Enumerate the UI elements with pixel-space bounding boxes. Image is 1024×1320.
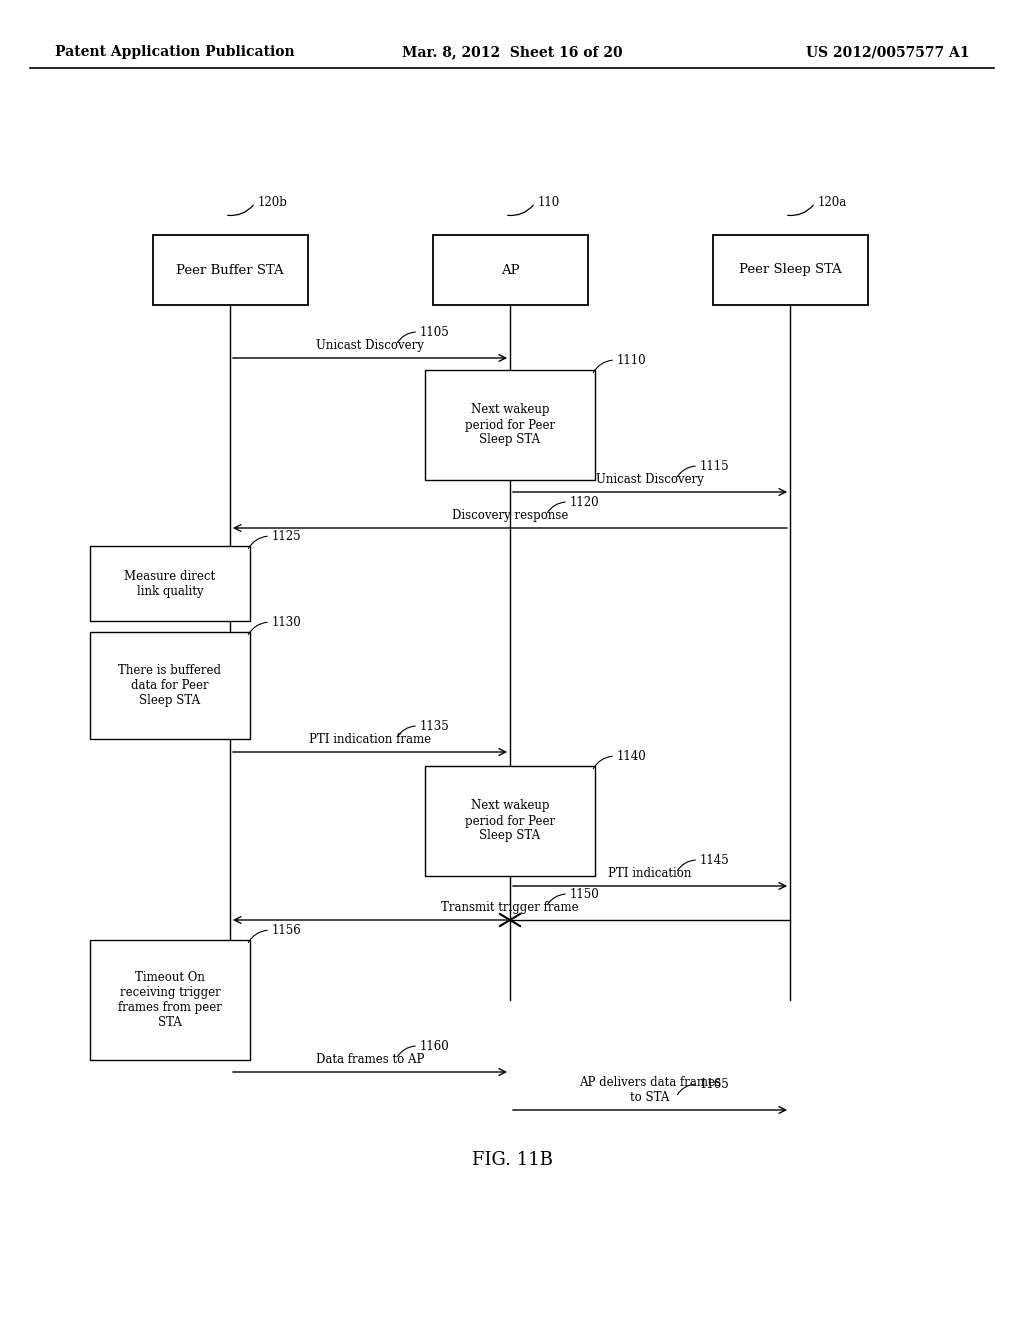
Text: 1125: 1125 (272, 529, 302, 543)
Bar (432, 235, 588, 305)
Text: 1110: 1110 (617, 354, 646, 367)
Text: 1160: 1160 (420, 1040, 450, 1052)
Text: AP delivers data frames
to STA: AP delivers data frames to STA (579, 1076, 721, 1104)
Text: Data frames to AP: Data frames to AP (315, 1053, 424, 1067)
Bar (425, 766, 595, 876)
Text: 1145: 1145 (700, 854, 730, 866)
Text: 120b: 120b (258, 197, 288, 210)
Text: 1150: 1150 (570, 887, 600, 900)
Text: PTI indication: PTI indication (608, 867, 691, 880)
Text: Next wakeup
period for Peer
Sleep STA: Next wakeup period for Peer Sleep STA (465, 800, 555, 842)
Text: FIG. 11B: FIG. 11B (471, 1151, 553, 1170)
Bar (153, 235, 307, 305)
Bar (713, 235, 867, 305)
Text: Peer Buffer STA: Peer Buffer STA (176, 264, 284, 276)
Text: 1140: 1140 (617, 750, 647, 763)
Text: 1120: 1120 (570, 495, 600, 508)
Text: Timeout On
receiving trigger
frames from peer
STA: Timeout On receiving trigger frames from… (118, 972, 222, 1030)
Bar (90, 940, 250, 1060)
Text: 110: 110 (538, 197, 560, 210)
Text: 1135: 1135 (420, 719, 450, 733)
Text: Measure direct
link quality: Measure direct link quality (125, 569, 216, 598)
Text: Peer Sleep STA: Peer Sleep STA (738, 264, 842, 276)
Text: US 2012/0057577 A1: US 2012/0057577 A1 (806, 45, 969, 59)
Text: Discovery response: Discovery response (452, 510, 568, 521)
Bar (90, 632, 250, 739)
Text: 120a: 120a (818, 197, 847, 210)
Text: 1165: 1165 (700, 1077, 730, 1090)
Text: Next wakeup
period for Peer
Sleep STA: Next wakeup period for Peer Sleep STA (465, 404, 555, 446)
Text: 1105: 1105 (420, 326, 450, 338)
Bar (425, 370, 595, 480)
Text: Unicast Discovery: Unicast Discovery (316, 339, 424, 352)
Text: Transmit trigger frame: Transmit trigger frame (441, 902, 579, 913)
Text: There is buffered
data for Peer
Sleep STA: There is buffered data for Peer Sleep ST… (119, 664, 221, 708)
Bar (90, 546, 250, 620)
Text: 1130: 1130 (272, 615, 302, 628)
Text: 1115: 1115 (700, 459, 730, 473)
Text: Patent Application Publication: Patent Application Publication (55, 45, 295, 59)
Text: AP: AP (501, 264, 519, 276)
Text: 1156: 1156 (272, 924, 302, 936)
Text: PTI indication frame: PTI indication frame (309, 733, 431, 746)
Text: Unicast Discovery: Unicast Discovery (596, 473, 703, 486)
Text: Mar. 8, 2012  Sheet 16 of 20: Mar. 8, 2012 Sheet 16 of 20 (401, 45, 623, 59)
